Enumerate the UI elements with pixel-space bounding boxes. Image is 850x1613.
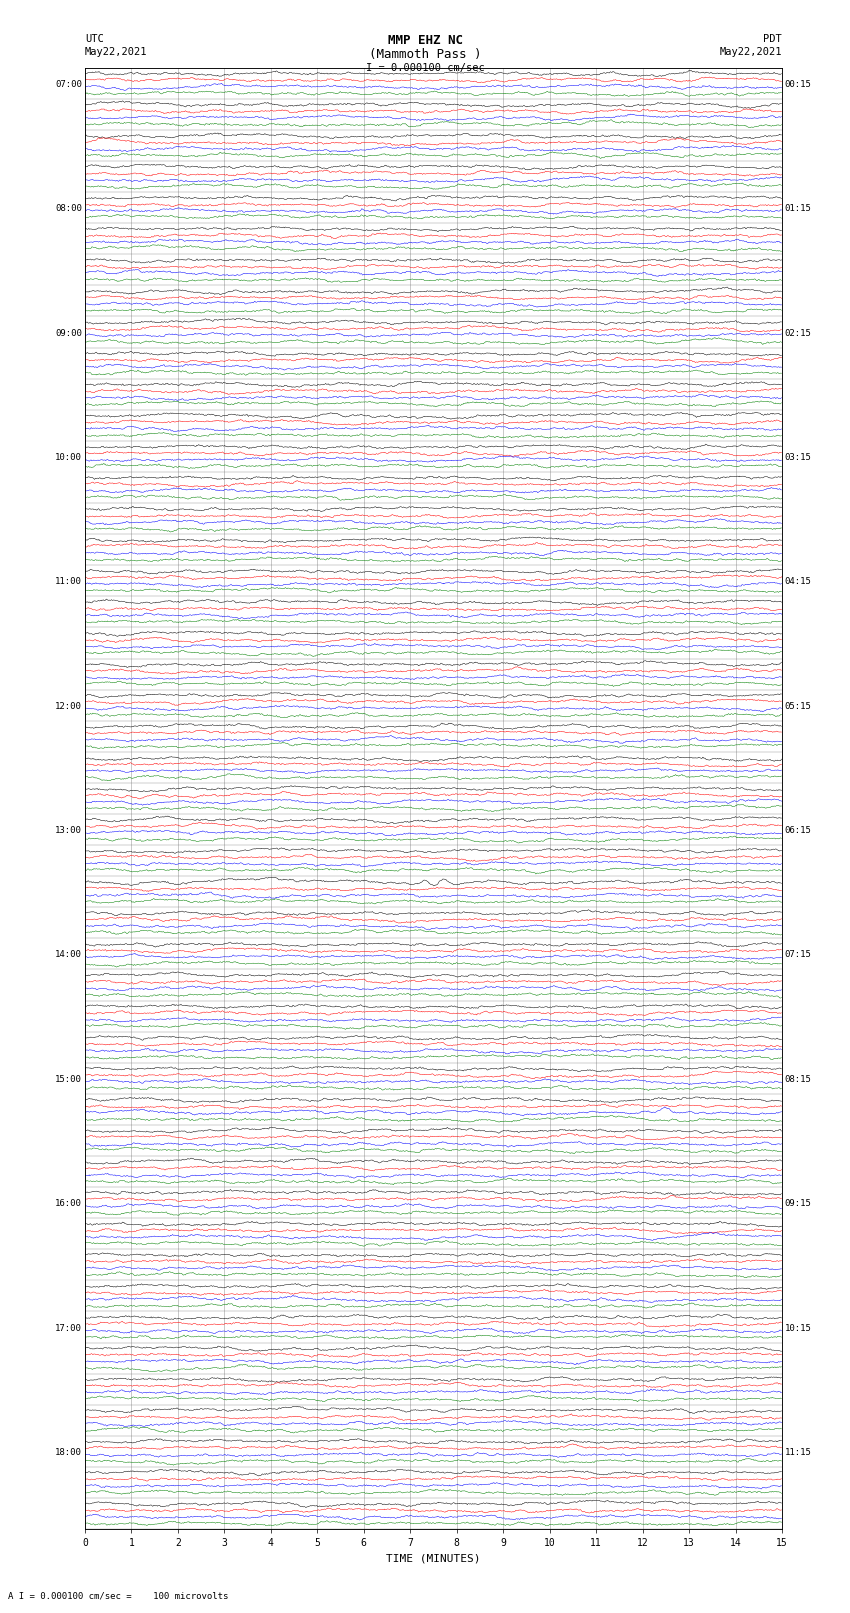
Text: May22,2021: May22,2021 — [85, 47, 148, 56]
Text: A I = 0.000100 cm/sec =    100 microvolts: A I = 0.000100 cm/sec = 100 microvolts — [8, 1590, 229, 1600]
Text: I = 0.000100 cm/sec: I = 0.000100 cm/sec — [366, 63, 484, 73]
Text: MMP EHZ NC: MMP EHZ NC — [388, 34, 462, 47]
Text: PDT: PDT — [763, 34, 782, 44]
Text: (Mammoth Pass ): (Mammoth Pass ) — [369, 48, 481, 61]
Text: May22,2021: May22,2021 — [719, 47, 782, 56]
X-axis label: TIME (MINUTES): TIME (MINUTES) — [386, 1553, 481, 1563]
Text: UTC: UTC — [85, 34, 104, 44]
